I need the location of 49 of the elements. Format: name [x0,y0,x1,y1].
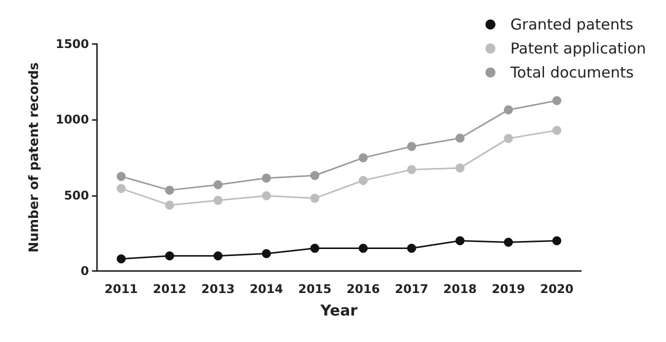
x-tick-label: 2015 [298,282,332,296]
x-tick-label: 2014 [250,282,284,296]
point [165,186,174,195]
x-tick-label: 2016 [346,282,380,296]
point [165,251,174,260]
point [310,194,320,203]
point [116,184,126,194]
x-tick-label: 2011 [104,282,138,296]
y-tick-label: 0 [80,264,89,278]
point [165,200,174,210]
legend-label: Patent application [510,40,646,58]
point [552,96,562,106]
x-tick-label: 2013 [201,282,235,296]
point [262,174,271,183]
point [456,163,464,172]
x-tick-label: 2012 [152,282,186,296]
point [504,105,513,114]
x-axis-title: Year [319,302,358,320]
point [358,153,368,162]
legend-label: Total documents [509,64,634,82]
point [310,171,320,180]
point [407,165,416,174]
point [504,238,513,247]
y-tick-label: 1000 [56,112,89,127]
y-tick-label: 500 [64,188,89,202]
point [310,244,320,253]
legend-label: Granted patents [510,16,634,34]
point [358,244,368,253]
point [262,249,271,258]
point [456,134,464,143]
x-tick-label: 2019 [492,282,526,296]
point [116,254,126,264]
point [456,236,464,246]
y-axis-title: Number of patent records [27,62,42,253]
point [552,236,562,246]
point [552,126,562,135]
x-tick-label: 2017 [394,282,428,296]
point [214,251,222,260]
point [214,180,222,190]
point [214,196,222,205]
point [358,176,368,185]
point [504,134,513,143]
point [116,172,126,181]
point [407,142,416,151]
x-tick-label: 2018 [443,282,477,296]
point [407,244,416,253]
x-tick-label: 2020 [540,282,574,296]
y-tick-label: 1500 [56,37,89,51]
point [262,191,271,200]
